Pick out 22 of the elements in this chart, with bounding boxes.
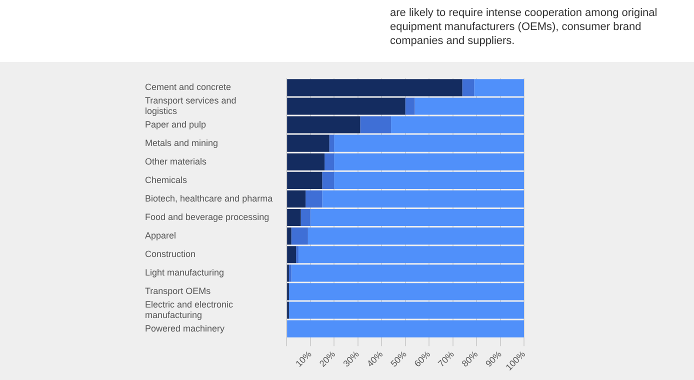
text: are likely to require intense cooperation among original equipment manufacturers (OEMs), consumer brand companies and suppliers. xyxy=(390,6,658,48)
x-tick-label: 50% xyxy=(388,349,408,369)
x-tick-label: 80% xyxy=(460,349,480,369)
x-tick-label: 30% xyxy=(341,349,361,369)
x-tick-label: 90% xyxy=(484,349,504,369)
y-tick-label: Metals and mining xyxy=(145,138,218,148)
y-tick-label: Other materials xyxy=(145,156,208,166)
x-tick-label: 60% xyxy=(412,349,432,369)
y-tick-label: Apparel xyxy=(145,230,176,241)
y-tick-label: Chemicals xyxy=(145,174,188,185)
y-tick-label: Biotech, healthcare and pharma xyxy=(145,193,273,204)
y-tick-label: Light manufacturing xyxy=(145,268,224,278)
x-tick-label: 70% xyxy=(436,349,456,369)
y-tick-label: Construction xyxy=(145,249,196,260)
y-tick-label: Paper and pulp xyxy=(145,119,206,130)
x-tick-label: 40% xyxy=(364,349,385,369)
y-tick-label: Electric and electronic manufacturing xyxy=(145,299,234,320)
y-tick-label: Food and beverage processing xyxy=(145,212,270,222)
y-tick-label: Transport OEMs xyxy=(145,286,212,296)
y-tick-label: Powered machinery xyxy=(145,323,226,334)
y-tick-label: Cement and concrete xyxy=(145,82,232,92)
y-tick-label: Transport services and logistics xyxy=(145,95,236,116)
